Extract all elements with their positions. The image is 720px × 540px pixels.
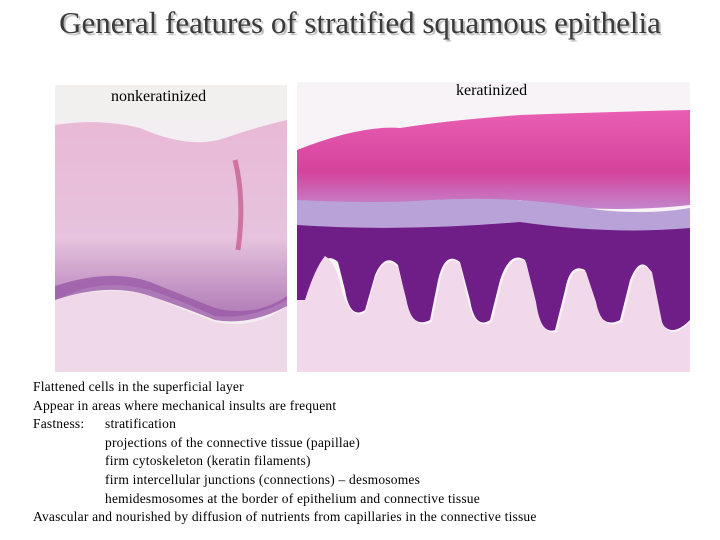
text-line: Fastness: stratification (33, 415, 713, 434)
fastness-item: projections of the connective tissue (pa… (105, 434, 360, 450)
fastness-item: stratification (105, 416, 177, 432)
fastness-item: firm cytoskeleton (keratin filaments) (105, 453, 311, 469)
image-label: nonkeratinized (111, 88, 207, 105)
keratinized-image (297, 82, 690, 372)
body-text: Flattened cells in the superficial layer… (33, 378, 713, 527)
text-line: Flattened cells in the superficial layer (33, 379, 244, 394)
image-label: keratinized (456, 82, 528, 99)
text-line: Avascular and nourished by diffusion of … (33, 509, 537, 525)
fastness-label: Fastness: (33, 416, 85, 432)
fastness-item: hemidesmosomes at the border of epitheli… (105, 490, 480, 506)
fastness-item: firm intercellular junctions (connection… (105, 471, 421, 487)
text-line: Appear in areas where mechanical insults… (33, 397, 337, 413)
slide-title: General features of stratified squamous … (59, 5, 661, 40)
nonkeratinized-image (55, 85, 287, 372)
